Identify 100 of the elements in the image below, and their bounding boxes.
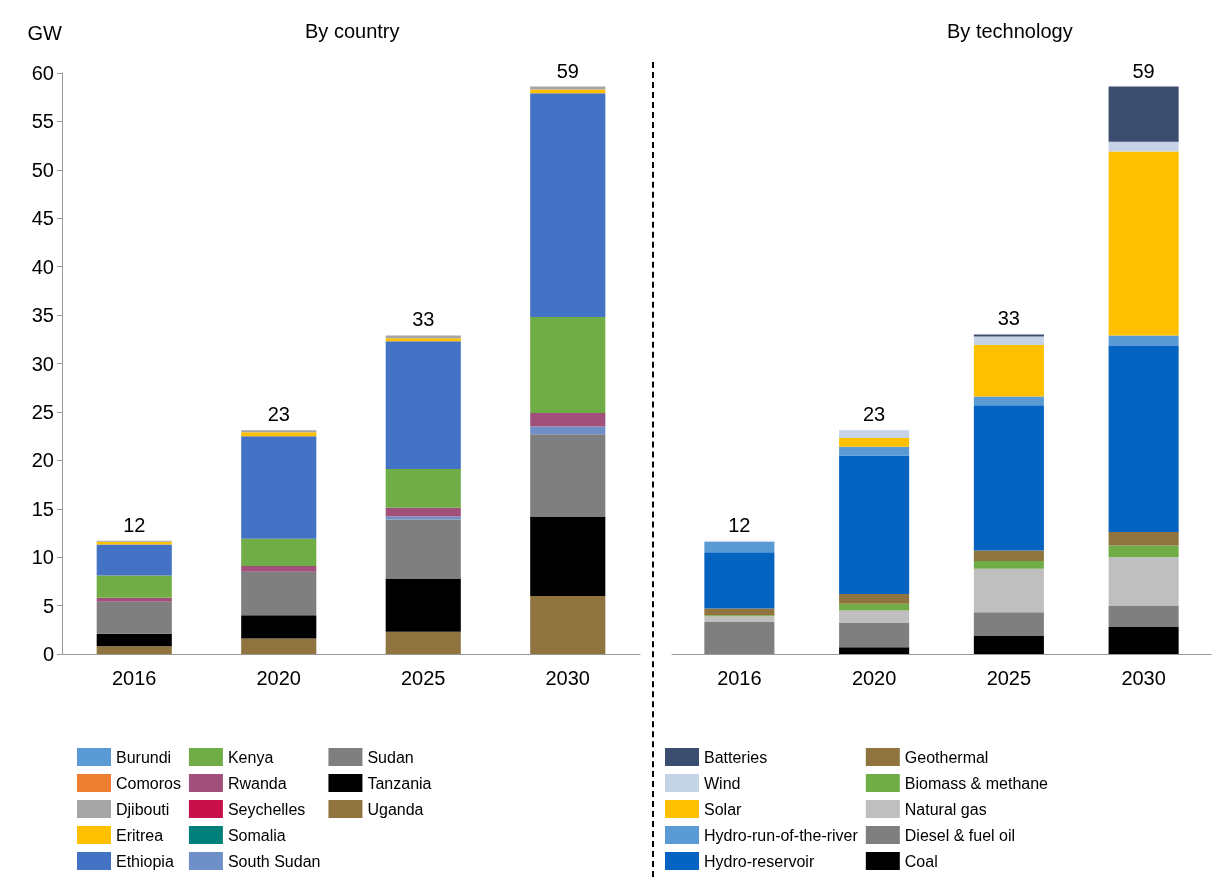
bar (96, 633, 172, 647)
bar (530, 93, 606, 318)
y-tick-label: 5 (42, 594, 54, 617)
y-tick-label: 35 (31, 304, 54, 327)
bar (973, 405, 1044, 551)
bar (839, 647, 910, 654)
bar (96, 601, 172, 634)
total-label: 33 (412, 308, 435, 331)
bar (1108, 335, 1179, 347)
total-label: 12 (728, 513, 751, 536)
bar (241, 538, 317, 566)
bar (530, 595, 606, 654)
bar (530, 516, 606, 596)
legend-label: Hydro-run-of-the-river (704, 826, 859, 844)
bar (96, 646, 172, 654)
bar (839, 610, 910, 624)
legend-label: Ethiopia (116, 852, 174, 870)
bar (704, 541, 775, 553)
bar (973, 568, 1044, 613)
bar (704, 552, 775, 609)
bar (839, 593, 910, 604)
total-label: 12 (123, 513, 146, 536)
legend-label: Hydro-reservoir (704, 852, 815, 870)
bar (1108, 531, 1179, 546)
y-tick-label: 20 (31, 449, 54, 472)
bar (1108, 86, 1179, 142)
bar (973, 561, 1044, 569)
bar (1108, 346, 1179, 532)
bar (704, 616, 775, 623)
bar (385, 578, 461, 632)
bar (385, 341, 461, 470)
bar (973, 612, 1044, 636)
legend-label: Geothermal (904, 748, 989, 766)
total-label: 59 (1132, 59, 1155, 82)
bar (973, 550, 1044, 562)
x-tick-label: 2020 (256, 667, 301, 689)
y-tick-label: 45 (31, 207, 54, 230)
total-label: 23 (267, 403, 290, 426)
y-tick-label: 40 (31, 255, 54, 278)
bar (385, 469, 461, 508)
legend-label: Coal (904, 852, 938, 870)
bar (1108, 605, 1179, 627)
legend-label: Kenya (227, 748, 274, 766)
bar (241, 638, 317, 654)
bar (241, 432, 317, 437)
bar (530, 317, 606, 413)
bar (839, 455, 910, 594)
y-tick-label: 50 (31, 158, 54, 181)
legend-label: Djibouti (116, 800, 170, 818)
bar (385, 516, 461, 520)
total-label: 33 (997, 307, 1020, 330)
y-axis-title: GW (27, 22, 63, 44)
total-label: 59 (556, 59, 579, 82)
bar (839, 623, 910, 648)
y-tick-label: 0 (42, 643, 54, 665)
legend-label: Batteries (704, 748, 768, 766)
bar (839, 430, 910, 439)
legend-label: Eritrea (116, 826, 164, 844)
legend-label: Somalia (227, 826, 286, 844)
bar (839, 446, 910, 456)
y-tick-label: 10 (31, 546, 54, 569)
bar (530, 434, 606, 517)
x-tick-label: 2016 (717, 667, 762, 689)
bar (704, 622, 775, 654)
x-tick-label: 2025 (986, 667, 1032, 689)
bar (530, 89, 606, 94)
bar (241, 615, 317, 639)
x-tick-label: 2030 (1121, 667, 1166, 689)
bar (973, 345, 1044, 397)
bar (530, 412, 606, 427)
legend-label: Biomass & methane (904, 774, 1049, 792)
chart-title: By country (305, 20, 400, 42)
total-label: 23 (863, 403, 886, 426)
y-tick-label: 60 (31, 62, 54, 84)
legend-label: Seychelles (227, 800, 306, 818)
bar (96, 544, 172, 576)
bar (973, 396, 1044, 406)
x-tick-label: 2016 (112, 667, 157, 689)
bar (385, 631, 461, 654)
y-tick-label: 30 (31, 352, 54, 375)
y-tick-label: 55 (31, 110, 54, 133)
y-tick-label: 25 (31, 400, 54, 423)
bar (704, 608, 775, 616)
y-tick-label: 15 (31, 497, 54, 520)
x-tick-label: 2025 (401, 667, 446, 689)
legend-label: Natural gas (904, 800, 987, 818)
bar (1108, 626, 1179, 654)
legend-label: Tanzania (367, 774, 432, 792)
legend-label: Burundi (116, 748, 172, 766)
legend-label: Wind (704, 774, 741, 792)
bar (839, 438, 910, 447)
legend-label: Diesel & fuel oil (904, 826, 1016, 844)
x-tick-label: 2020 (851, 667, 897, 689)
bar (973, 336, 1044, 346)
bar (1108, 545, 1179, 558)
chart-title: By technology (947, 20, 1073, 42)
bar (973, 635, 1044, 654)
bar (241, 571, 317, 616)
bar (241, 436, 317, 539)
bar (1108, 141, 1179, 152)
